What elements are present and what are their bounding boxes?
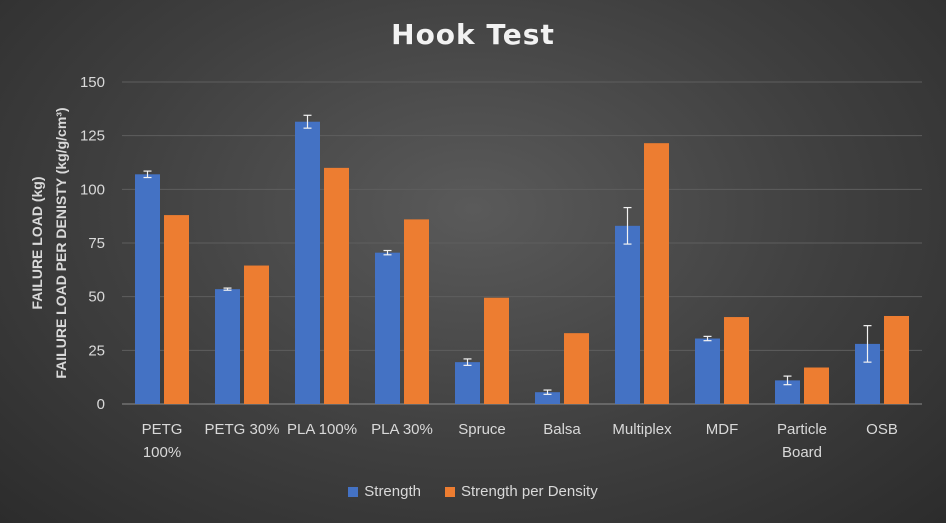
x-tick-label: Multiplex	[612, 421, 672, 438]
bar-density-1	[244, 265, 269, 404]
bar-density-7	[724, 317, 749, 404]
bar-density-0	[164, 215, 189, 404]
y-axis-label-line: FAILURE LOAD PER DENISTY (kg/g/cm³)	[53, 107, 69, 378]
legend-swatch	[444, 486, 455, 497]
x-tick-labels: PETG 100% PETG 30% PLA 100% PLA 30% Spruce Bal…	[142, 421, 898, 461]
y-tick-label: 50	[88, 289, 105, 306]
bar-density-5	[564, 333, 589, 404]
bar-density-3	[404, 219, 429, 404]
x-tick-label: OSB	[866, 421, 898, 438]
x-tick-label: PLA 100%	[287, 421, 357, 438]
bar-density-4	[484, 297, 509, 404]
y-tick-label: 125	[80, 128, 105, 145]
legend-label: Strength per Density	[460, 483, 598, 500]
bar-density-8	[804, 367, 829, 404]
legend-label: Strength	[364, 483, 421, 500]
y-tick-label: 75	[88, 235, 105, 252]
y-tick-label: 150	[80, 74, 105, 91]
x-tick-label: MDF	[706, 421, 739, 438]
bars	[135, 121, 909, 405]
x-tick-label: Particle Board	[777, 421, 827, 461]
bar-strength-6	[615, 225, 640, 404]
bar-strength-8	[775, 380, 800, 404]
legend: Strength Strength per Density	[0, 483, 946, 500]
x-tick-label: Spruce	[458, 421, 506, 438]
x-tick-label: PETG 30%	[204, 421, 279, 438]
bar-strength-2	[295, 121, 320, 405]
bar-density-2	[324, 167, 349, 404]
bar-strength-1	[215, 289, 240, 404]
legend-item: Strength per Density	[444, 483, 598, 500]
y-tick-label: 0	[97, 396, 105, 413]
x-tick-label: PLA 30%	[371, 421, 433, 438]
error-bars	[143, 114, 872, 395]
bar-strength-3	[375, 252, 400, 404]
x-tick-label: PETG 100%	[142, 421, 183, 461]
chart-title: Hook Test	[391, 18, 555, 51]
bar-strength-0	[135, 174, 160, 404]
gridlines	[122, 81, 922, 405]
y-tick-label: 100	[80, 181, 105, 198]
y-axis-label: FAILURE LOAD (kg) FAILURE LOAD PER DENIST…	[29, 107, 69, 378]
y-axis-label-line: FAILURE LOAD (kg)	[29, 177, 45, 310]
legend-item: Strength	[348, 483, 421, 500]
x-tick-label: Balsa	[543, 421, 581, 438]
bar-density-6	[644, 143, 669, 404]
bar-strength-5	[535, 392, 560, 404]
bar-strength-4	[455, 362, 480, 404]
bar-density-9	[884, 315, 909, 404]
legend-swatch	[348, 486, 359, 497]
y-tick-labels: 0 25 50 75 100 125 150	[80, 74, 105, 413]
y-tick-label: 25	[88, 342, 105, 359]
bar-strength-7	[695, 338, 720, 404]
